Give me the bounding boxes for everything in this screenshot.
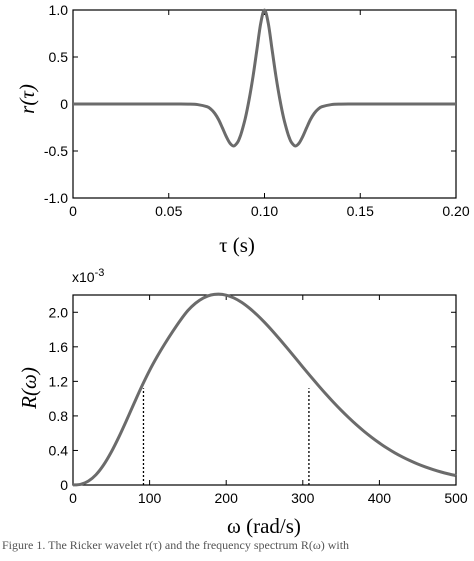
x-axis-label: ω (rad/s) — [227, 514, 301, 538]
x-tick-label: 300 — [291, 490, 315, 506]
x-tick-label: 0 — [69, 203, 77, 219]
figure-caption: Figure 1. The Ricker wavelet r(τ) and th… — [2, 538, 350, 552]
x-tick-label: 400 — [368, 490, 392, 506]
x-tick-label: 0 — [69, 490, 77, 506]
exponent-base: x10 — [72, 269, 95, 285]
series-line — [72, 8, 456, 148]
x-tick-label: 500 — [444, 490, 468, 506]
y-tick-label: 0.4 — [49, 442, 69, 458]
y-tick-label: 0.5 — [49, 49, 69, 65]
x-tick-label: 0.10 — [251, 203, 278, 219]
x-tick-label: 100 — [138, 490, 162, 506]
y-axis-label: r(τ) — [15, 84, 39, 114]
x-tick-label: 0.05 — [155, 203, 182, 219]
y-tick-label: 1.0 — [49, 2, 69, 18]
y-tick-label: 0 — [60, 96, 68, 112]
x-tick-label: 200 — [215, 490, 239, 506]
spectrum-plot: x10-3 0 100 200 300 400 500 0 0.4 0.8 1.2 1.6 2.0 R… — [17, 267, 468, 538]
x-tick-label: 0.15 — [347, 203, 374, 219]
exponent-power: -3 — [95, 267, 105, 279]
y-tick-label: -0.5 — [44, 143, 68, 159]
y-tick-label: 2.0 — [49, 304, 69, 320]
y-tick-label: 0 — [60, 477, 68, 493]
plot-frame — [72, 294, 457, 486]
series-line — [72, 292, 457, 487]
y-tick-label: 1.2 — [49, 373, 69, 389]
x-tick-label: 0.20 — [442, 203, 469, 219]
y-exponent-label: x10-3 — [72, 267, 104, 285]
y-tick-label: 0.8 — [49, 408, 69, 424]
y-tick-label: 1.6 — [49, 339, 69, 355]
x-axis-label: τ (s) — [219, 233, 255, 257]
y-axis-label: R(ω) — [17, 367, 41, 410]
wavelet-plot: 0 0.05 0.10 0.15 0.20 -1.0 -0.5 0 0.5 1.0 r(τ) τ … — [15, 2, 470, 257]
y-tick-label: -1.0 — [44, 190, 68, 206]
